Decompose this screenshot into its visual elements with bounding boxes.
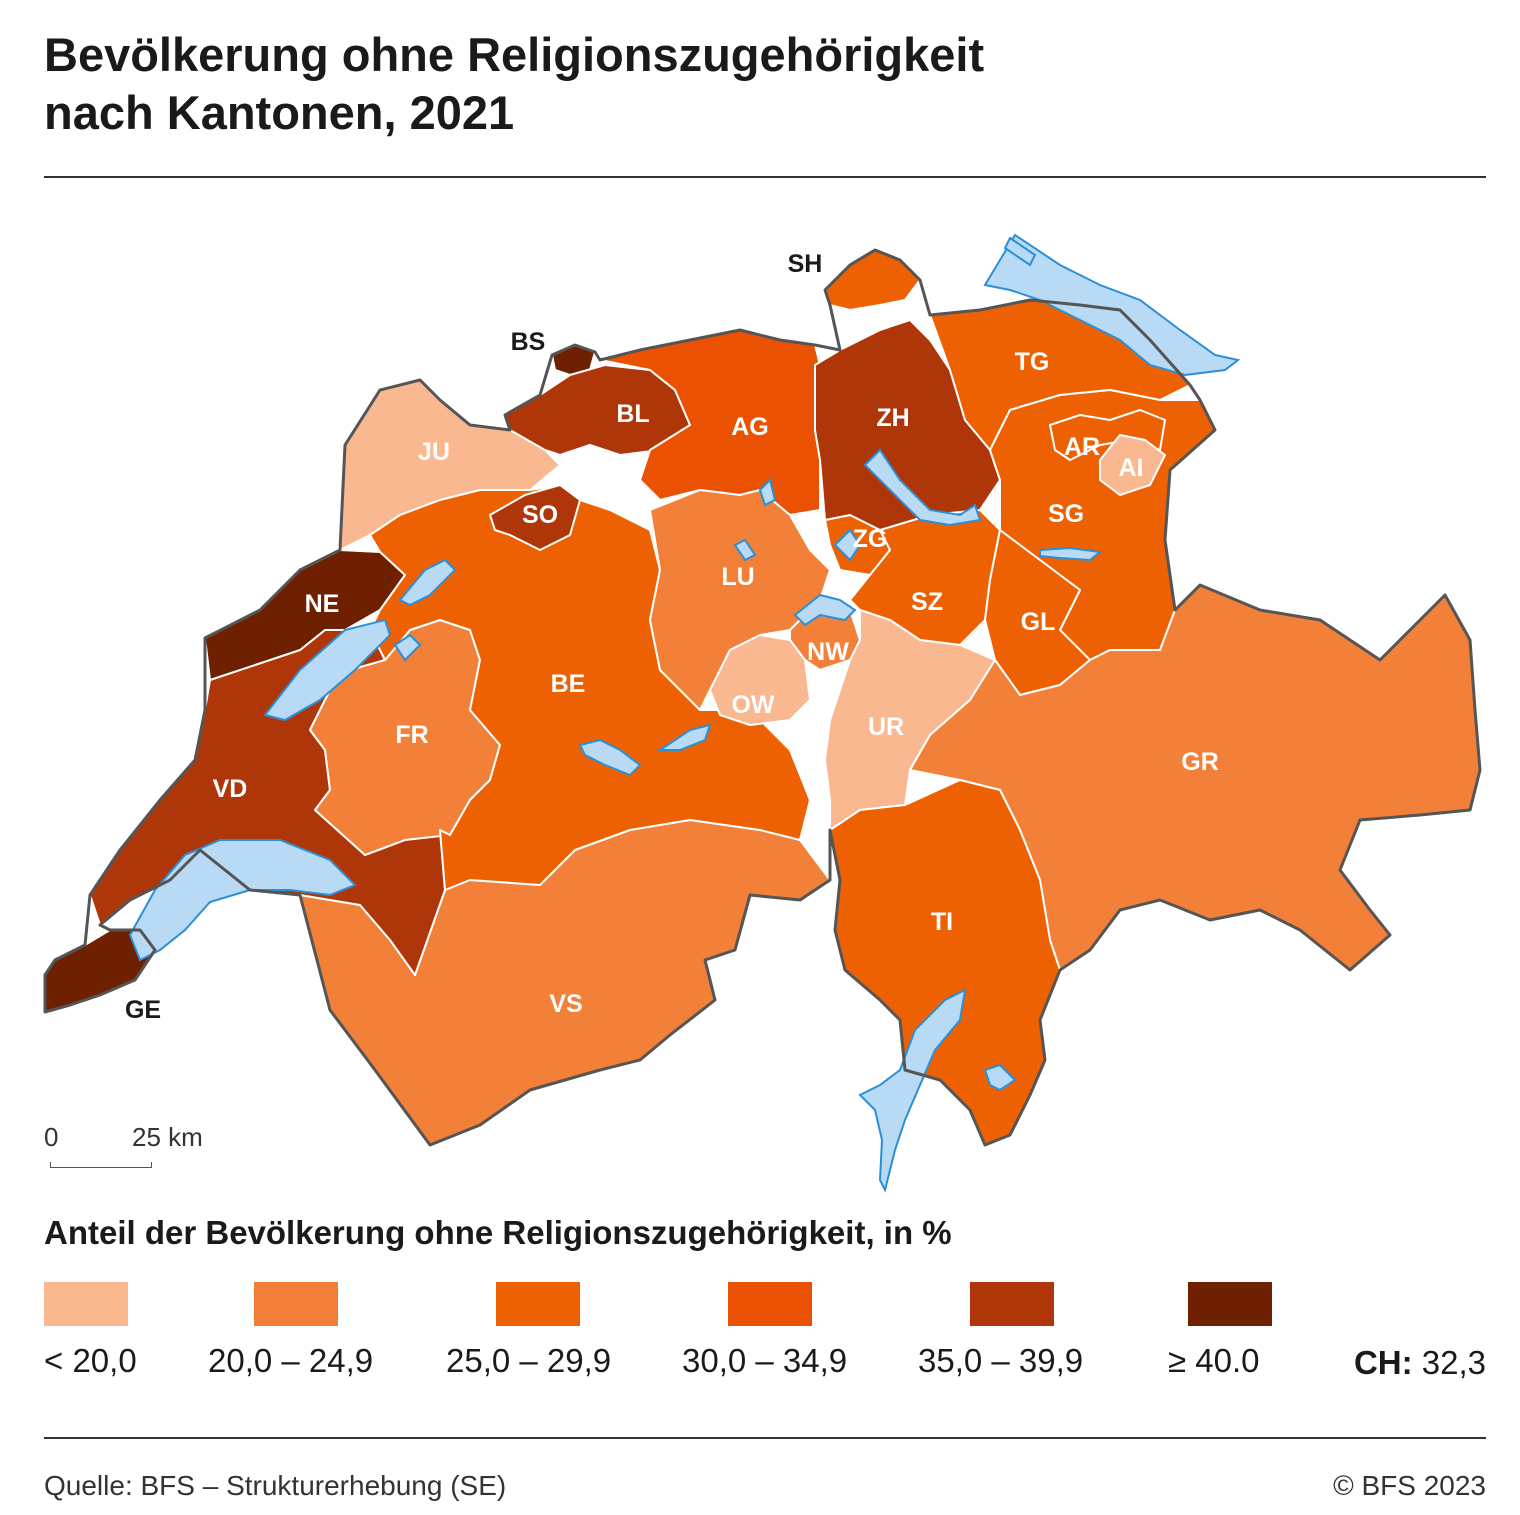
canton-label-bs: BS <box>511 328 546 356</box>
scale-end-label: 25 km <box>132 1122 203 1152</box>
scale-bar-line <box>50 1162 152 1168</box>
legend-label: 35,0 – 39,9 <box>918 1342 1084 1379</box>
canton-label-zh: ZH <box>876 404 909 432</box>
canton-label-sg: SG <box>1048 500 1084 528</box>
canton-be <box>369 484 811 891</box>
source-note: Quelle: BFS – Strukturerhebung (SE) <box>44 1470 507 1501</box>
legend-label: 20,0 – 24,9 <box>208 1342 374 1379</box>
legend-item: ≥ 40.0 <box>1168 1282 1272 1379</box>
canton-label-so: SO <box>522 501 558 529</box>
page-title: Bevölkerung ohne Religionszugehörigkeit … <box>44 26 1244 142</box>
legend-label: 30,0 – 34,9 <box>682 1342 848 1379</box>
canton-label-fr: FR <box>395 721 428 749</box>
lake <box>758 478 777 507</box>
canton-label-vd: VD <box>213 775 248 803</box>
legend-label: ≥ 40.0 <box>1168 1342 1260 1379</box>
scale-start-label: 0 <box>44 1122 59 1152</box>
canton-label-ju: JU <box>418 438 450 466</box>
title-divider <box>44 176 1486 178</box>
canton-ai <box>1099 434 1166 496</box>
lake <box>1003 236 1037 267</box>
canton-label-ar: AR <box>1064 433 1100 461</box>
canton-ar <box>1049 409 1166 461</box>
title-line-1: Bevölkerung ohne Religionszugehörigkeit <box>44 28 985 81</box>
title-line-2: nach Kantonen, 2021 <box>44 86 515 139</box>
lake <box>833 528 862 562</box>
legend-item: 30,0 – 34,9 <box>682 1282 847 1379</box>
scale-bar: 0 25 km <box>44 1122 244 1170</box>
legend-item: 20,0 – 24,9 <box>208 1282 373 1379</box>
copyright-note: © BFS 2023 <box>1333 1470 1486 1501</box>
legend-label: 25,0 – 29,9 <box>446 1342 612 1379</box>
lake <box>128 839 357 962</box>
national-average-value: 32,3 <box>1421 1344 1486 1381</box>
choropleth-map: GE VD NE JU FR BE SO BS BL AG LU OW NW UR ZG SZ ZH SH TG AR… <box>43 233 1482 1193</box>
legend-swatch <box>970 1282 1054 1326</box>
canton-label-gr: GR <box>1181 748 1219 776</box>
lake <box>263 618 392 722</box>
legend-swatch <box>44 1282 128 1326</box>
lake <box>656 723 712 751</box>
canton-label-vs: VS <box>549 990 582 1018</box>
lake <box>578 738 642 777</box>
legend-swatch <box>1188 1282 1272 1326</box>
canton-label-ti: TI <box>931 908 953 936</box>
canton-sh <box>824 249 921 311</box>
legend-item: 25,0 – 29,9 <box>446 1282 611 1379</box>
legend: < 20,0 20,0 – 24,9 25,0 – 29,9 30,0 – 34… <box>44 1282 1486 1392</box>
canton-label-be: BE <box>551 670 586 698</box>
legend-label: < 20,0 <box>44 1342 137 1379</box>
canton-label-ne: NE <box>305 590 340 618</box>
lake <box>393 633 422 662</box>
lake <box>793 593 857 627</box>
canton-label-ge: GE <box>125 996 161 1024</box>
canton-label-gl: GL <box>1021 608 1056 636</box>
legend-item: 35,0 – 39,9 <box>918 1282 1083 1379</box>
legend-item: < 20,0 <box>44 1282 137 1379</box>
canton-label-sz: SZ <box>911 588 943 616</box>
national-border <box>43 248 1482 1147</box>
legend-title: Anteil der Bevölkerung ohne Religionszug… <box>44 1214 952 1251</box>
canton-label-zg: ZG <box>853 525 888 553</box>
canton-label-lu: LU <box>721 563 754 591</box>
lake <box>398 558 457 607</box>
lake <box>1039 546 1103 562</box>
lakes <box>128 233 1241 1193</box>
lake <box>733 538 757 562</box>
national-average: CH: 32,3 <box>1354 1344 1486 1382</box>
national-average-label: CH: <box>1353 1344 1413 1381</box>
canton-label-bl: BL <box>616 400 649 428</box>
canton-label-sh: SH <box>788 250 823 278</box>
canton-ow <box>709 634 811 726</box>
canton-label-nw: NW <box>807 638 849 666</box>
canton-so <box>489 484 581 551</box>
canton-label-ur: UR <box>868 713 904 741</box>
canton-label-ow: OW <box>731 691 774 719</box>
canton-label-ag: AG <box>731 413 769 441</box>
lake <box>863 448 982 527</box>
footer-divider <box>44 1437 1486 1439</box>
lake <box>858 988 967 1193</box>
canton-label-tg: TG <box>1015 348 1050 376</box>
legend-swatch <box>728 1282 812 1326</box>
lake <box>983 1063 1017 1092</box>
canton-label-ai: AI <box>1119 454 1144 482</box>
legend-swatch <box>496 1282 580 1326</box>
legend-swatch <box>254 1282 338 1326</box>
lake <box>983 233 1241 377</box>
